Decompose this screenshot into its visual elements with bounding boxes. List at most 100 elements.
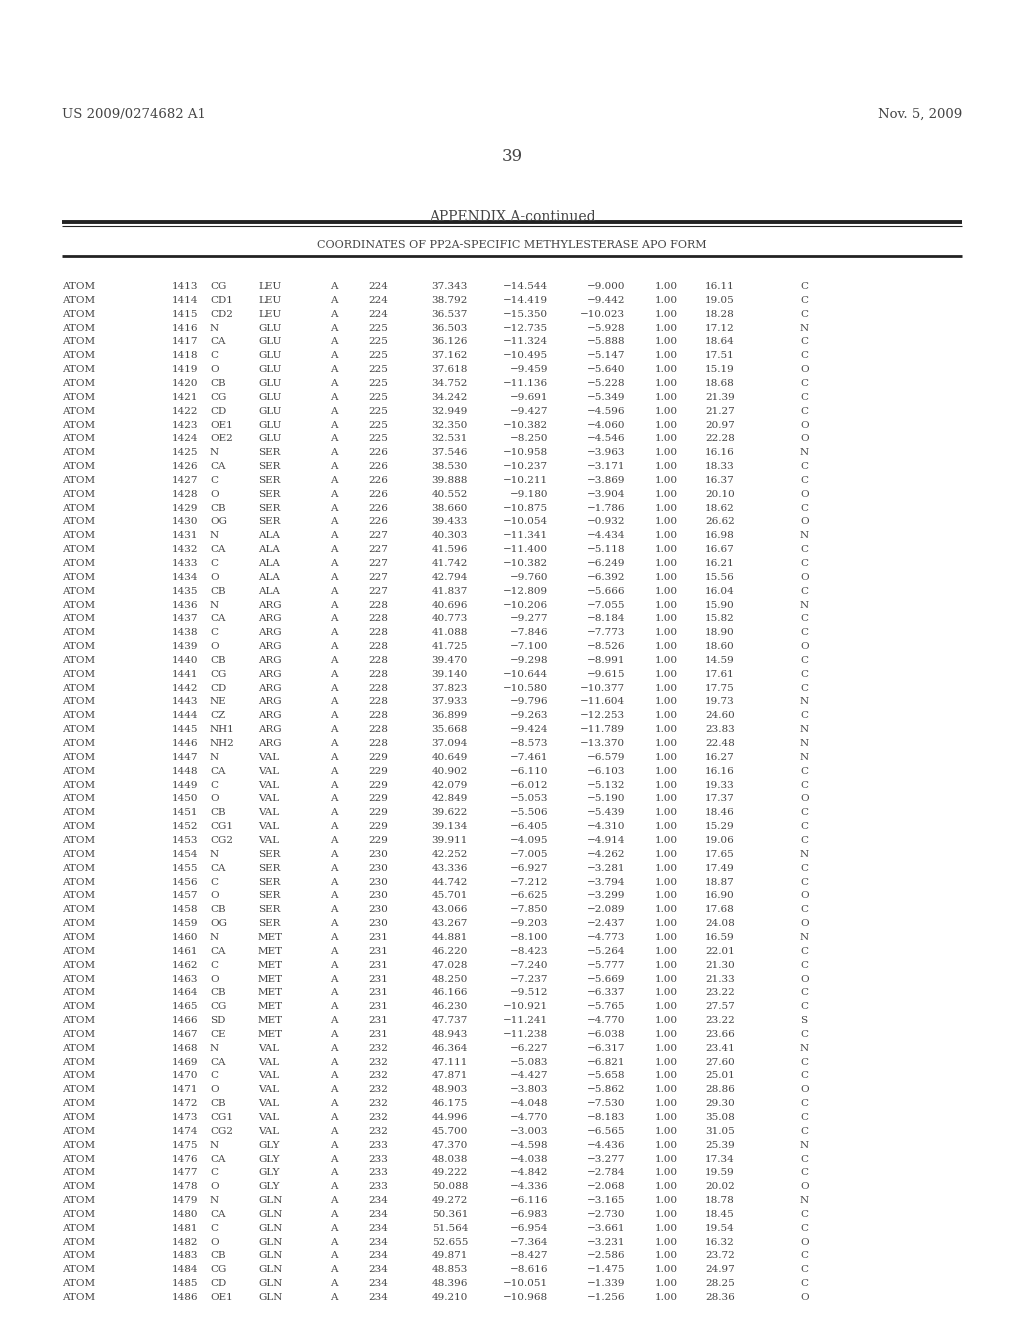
Text: C: C	[800, 711, 808, 721]
Text: −3.869: −3.869	[587, 477, 625, 484]
Text: 35.08: 35.08	[706, 1113, 735, 1122]
Text: 48.943: 48.943	[432, 1030, 468, 1039]
Text: A: A	[331, 1002, 338, 1011]
Text: A: A	[331, 1279, 338, 1288]
Text: LEU: LEU	[258, 282, 282, 290]
Text: A: A	[331, 545, 338, 554]
Text: 20.97: 20.97	[706, 421, 735, 429]
Text: A: A	[331, 1113, 338, 1122]
Text: −6.116: −6.116	[510, 1196, 548, 1205]
Text: 39.140: 39.140	[432, 669, 468, 678]
Text: 22.28: 22.28	[706, 434, 735, 444]
Text: A: A	[331, 573, 338, 582]
Text: 23.41: 23.41	[706, 1044, 735, 1053]
Text: ATOM: ATOM	[62, 725, 95, 734]
Text: 52.655: 52.655	[432, 1238, 468, 1246]
Text: −3.277: −3.277	[587, 1155, 625, 1163]
Text: MET: MET	[258, 933, 283, 942]
Text: ATOM: ATOM	[62, 282, 95, 290]
Text: O: O	[210, 974, 219, 983]
Text: 1483: 1483	[171, 1251, 198, 1261]
Text: C: C	[800, 906, 808, 915]
Text: A: A	[331, 393, 338, 401]
Text: 1.00: 1.00	[655, 850, 678, 859]
Text: −6.227: −6.227	[510, 1044, 548, 1053]
Text: 229: 229	[368, 795, 388, 804]
Text: O: O	[800, 1294, 809, 1302]
Text: ATOM: ATOM	[62, 919, 95, 928]
Text: 18.87: 18.87	[706, 878, 735, 887]
Text: 37.162: 37.162	[432, 351, 468, 360]
Text: 1.00: 1.00	[655, 891, 678, 900]
Text: 47.871: 47.871	[432, 1072, 468, 1081]
Text: −3.165: −3.165	[587, 1196, 625, 1205]
Text: A: A	[331, 1224, 338, 1233]
Text: CG: CG	[210, 1266, 226, 1274]
Text: 1.00: 1.00	[655, 379, 678, 388]
Text: CB: CB	[210, 586, 225, 595]
Text: GLN: GLN	[258, 1210, 283, 1218]
Text: −4.336: −4.336	[510, 1183, 548, 1191]
Text: 42.794: 42.794	[432, 573, 468, 582]
Text: A: A	[331, 366, 338, 374]
Text: −11.341: −11.341	[503, 531, 548, 540]
Text: 40.649: 40.649	[432, 752, 468, 762]
Text: 27.57: 27.57	[706, 1002, 735, 1011]
Text: 234: 234	[368, 1238, 388, 1246]
Text: ATOM: ATOM	[62, 780, 95, 789]
Text: 1.00: 1.00	[655, 642, 678, 651]
Text: −6.405: −6.405	[510, 822, 548, 832]
Text: 39.433: 39.433	[432, 517, 468, 527]
Text: ARG: ARG	[258, 642, 282, 651]
Text: A: A	[331, 863, 338, 873]
Text: −5.083: −5.083	[510, 1057, 548, 1067]
Text: 21.33: 21.33	[706, 974, 735, 983]
Text: 232: 232	[368, 1057, 388, 1067]
Text: O: O	[800, 517, 809, 527]
Text: 1.00: 1.00	[655, 656, 678, 665]
Text: 1.00: 1.00	[655, 1224, 678, 1233]
Text: 18.28: 18.28	[706, 310, 735, 318]
Text: 234: 234	[368, 1279, 388, 1288]
Text: C: C	[210, 558, 218, 568]
Text: GLU: GLU	[258, 338, 282, 346]
Text: −10.206: −10.206	[503, 601, 548, 610]
Text: VAL: VAL	[258, 1085, 280, 1094]
Text: 1.00: 1.00	[655, 531, 678, 540]
Text: C: C	[800, 863, 808, 873]
Text: 1.00: 1.00	[655, 1100, 678, 1109]
Text: 228: 228	[368, 739, 388, 748]
Text: 1.00: 1.00	[655, 1168, 678, 1177]
Text: CG2: CG2	[210, 1127, 233, 1135]
Text: A: A	[331, 351, 338, 360]
Text: −7.212: −7.212	[510, 878, 548, 887]
Text: A: A	[331, 725, 338, 734]
Text: GLN: GLN	[258, 1279, 283, 1288]
Text: A: A	[331, 434, 338, 444]
Text: 1484: 1484	[171, 1266, 198, 1274]
Text: ARG: ARG	[258, 601, 282, 610]
Text: 36.899: 36.899	[432, 711, 468, 721]
Text: C: C	[800, 1266, 808, 1274]
Text: SER: SER	[258, 490, 281, 499]
Text: 1.00: 1.00	[655, 974, 678, 983]
Text: ATOM: ATOM	[62, 1127, 95, 1135]
Text: ALA: ALA	[258, 545, 280, 554]
Text: ATOM: ATOM	[62, 656, 95, 665]
Text: 230: 230	[368, 850, 388, 859]
Text: 1464: 1464	[171, 989, 198, 998]
Text: VAL: VAL	[258, 752, 280, 762]
Text: 1419: 1419	[171, 366, 198, 374]
Text: −3.299: −3.299	[587, 891, 625, 900]
Text: 40.303: 40.303	[432, 531, 468, 540]
Text: 42.849: 42.849	[432, 795, 468, 804]
Text: 1441: 1441	[171, 669, 198, 678]
Text: 1435: 1435	[171, 586, 198, 595]
Text: 228: 228	[368, 601, 388, 610]
Text: N: N	[800, 933, 809, 942]
Text: GLU: GLU	[258, 407, 282, 416]
Text: CG: CG	[210, 1002, 226, 1011]
Text: −10.921: −10.921	[503, 1002, 548, 1011]
Text: 228: 228	[368, 614, 388, 623]
Text: ATOM: ATOM	[62, 863, 95, 873]
